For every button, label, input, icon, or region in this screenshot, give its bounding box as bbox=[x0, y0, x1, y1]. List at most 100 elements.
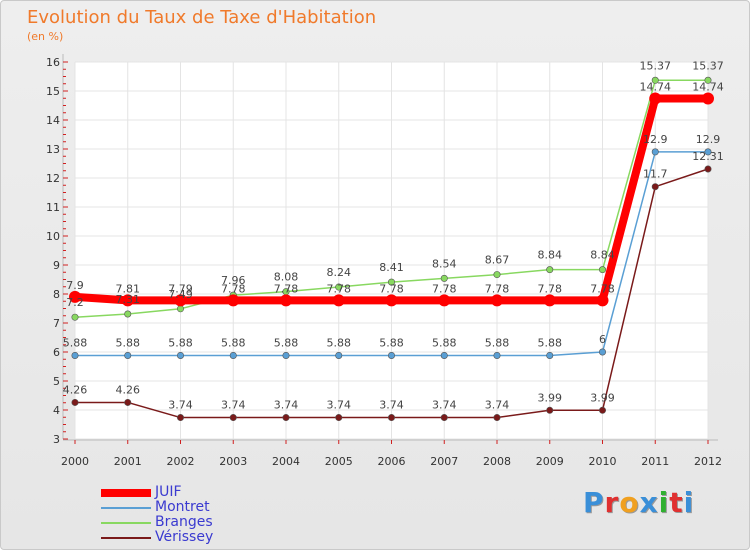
x-tick-label: 2004 bbox=[272, 455, 300, 468]
proxiti-logo: Proxiti bbox=[583, 486, 694, 519]
x-tick-label: 2010 bbox=[589, 455, 617, 468]
data-point bbox=[280, 294, 292, 307]
data-label: 15.37 bbox=[692, 59, 724, 72]
data-point bbox=[121, 294, 134, 307]
data-label: 14.74 bbox=[640, 81, 672, 94]
data-point bbox=[332, 294, 345, 307]
data-label: 5.88 bbox=[274, 336, 299, 349]
data-label: 15.37 bbox=[640, 59, 672, 72]
logo-letter: o bbox=[619, 486, 640, 519]
data-point bbox=[174, 294, 187, 307]
data-point bbox=[440, 351, 448, 359]
data-point bbox=[335, 414, 343, 422]
data-label: 3.74 bbox=[274, 399, 299, 412]
data-label: 5.88 bbox=[538, 336, 563, 349]
data-point bbox=[282, 414, 290, 422]
data-label: 3.74 bbox=[432, 399, 457, 412]
y-tick-label: 15 bbox=[46, 85, 60, 98]
data-point bbox=[596, 294, 609, 307]
data-label: 5.88 bbox=[432, 336, 457, 349]
data-point bbox=[598, 348, 606, 356]
data-label: 4.26 bbox=[63, 383, 88, 396]
logo-letter: t bbox=[669, 486, 684, 519]
data-label: 7.78 bbox=[538, 282, 563, 295]
data-label: 7.9 bbox=[66, 279, 84, 292]
y-tick-label: 9 bbox=[53, 259, 60, 272]
data-label: 7.78 bbox=[432, 282, 457, 295]
data-point bbox=[229, 414, 237, 422]
y-tick-label: 16 bbox=[46, 56, 60, 69]
data-label: 7.78 bbox=[485, 282, 510, 295]
data-point bbox=[598, 406, 606, 414]
data-label: 7.78 bbox=[379, 282, 404, 295]
data-label: 8.54 bbox=[432, 257, 457, 270]
data-label: 7.2 bbox=[66, 296, 84, 309]
logo-letter: r bbox=[604, 486, 620, 519]
data-label: 4.26 bbox=[116, 383, 141, 396]
y-tick-label: 4 bbox=[53, 404, 60, 417]
y-tick-label: 11 bbox=[46, 201, 60, 214]
x-tick-label: 2007 bbox=[430, 455, 458, 468]
data-point bbox=[282, 351, 290, 359]
data-label: 12.9 bbox=[643, 133, 668, 146]
data-point bbox=[546, 266, 554, 274]
data-label: 7.96 bbox=[221, 274, 246, 287]
data-point bbox=[493, 271, 501, 279]
data-label: 7.31 bbox=[116, 293, 141, 306]
data-point bbox=[651, 148, 659, 156]
data-point bbox=[124, 351, 132, 359]
data-point bbox=[335, 351, 343, 359]
y-tick-label: 3 bbox=[53, 433, 60, 446]
data-point bbox=[704, 148, 712, 156]
data-label: 8.08 bbox=[274, 271, 299, 284]
data-label: 5.88 bbox=[327, 336, 352, 349]
legend-swatch bbox=[101, 489, 151, 497]
logo-letter: i bbox=[658, 486, 670, 519]
data-label: 3.74 bbox=[485, 399, 510, 412]
data-point bbox=[493, 351, 501, 359]
data-point bbox=[177, 414, 185, 422]
data-label: 5.88 bbox=[221, 336, 246, 349]
data-label: 3.99 bbox=[538, 391, 563, 404]
data-point bbox=[493, 414, 501, 422]
data-label: 3.74 bbox=[221, 399, 246, 412]
data-point bbox=[124, 310, 132, 318]
data-point bbox=[387, 278, 395, 286]
x-tick-label: 2006 bbox=[378, 455, 406, 468]
x-tick-label: 2005 bbox=[325, 455, 353, 468]
data-point bbox=[543, 294, 556, 307]
data-label: 8.84 bbox=[590, 249, 615, 262]
x-tick-label: 2011 bbox=[641, 455, 669, 468]
legend-swatch bbox=[101, 537, 151, 539]
data-point bbox=[702, 92, 714, 105]
data-label: 5.88 bbox=[168, 336, 193, 349]
data-point bbox=[491, 294, 503, 307]
data-point bbox=[598, 266, 606, 274]
data-label: 7.49 bbox=[168, 288, 193, 301]
data-label: 7.79 bbox=[168, 282, 193, 295]
legend-swatch bbox=[101, 522, 151, 524]
data-point bbox=[227, 294, 240, 307]
data-point bbox=[546, 406, 554, 414]
data-label: 5.88 bbox=[379, 336, 404, 349]
data-point bbox=[440, 274, 448, 282]
data-label: 6 bbox=[599, 333, 606, 346]
data-label: 14.74 bbox=[692, 81, 724, 94]
data-point bbox=[385, 294, 398, 307]
y-tick-label: 14 bbox=[46, 114, 60, 127]
logo-letter: i bbox=[683, 486, 695, 519]
y-tick-label: 8 bbox=[53, 288, 60, 301]
legend-label: Branges bbox=[155, 514, 213, 530]
data-point bbox=[71, 313, 79, 321]
x-tick-label: 2003 bbox=[219, 455, 247, 468]
data-point bbox=[438, 294, 451, 307]
data-point bbox=[649, 92, 662, 105]
x-tick-label: 2000 bbox=[61, 455, 89, 468]
data-label: 8.24 bbox=[327, 266, 352, 279]
data-label: 7.78 bbox=[327, 282, 352, 295]
data-label: 12.9 bbox=[696, 133, 721, 146]
data-point bbox=[387, 414, 395, 422]
data-point bbox=[69, 290, 81, 303]
data-point bbox=[651, 183, 659, 191]
